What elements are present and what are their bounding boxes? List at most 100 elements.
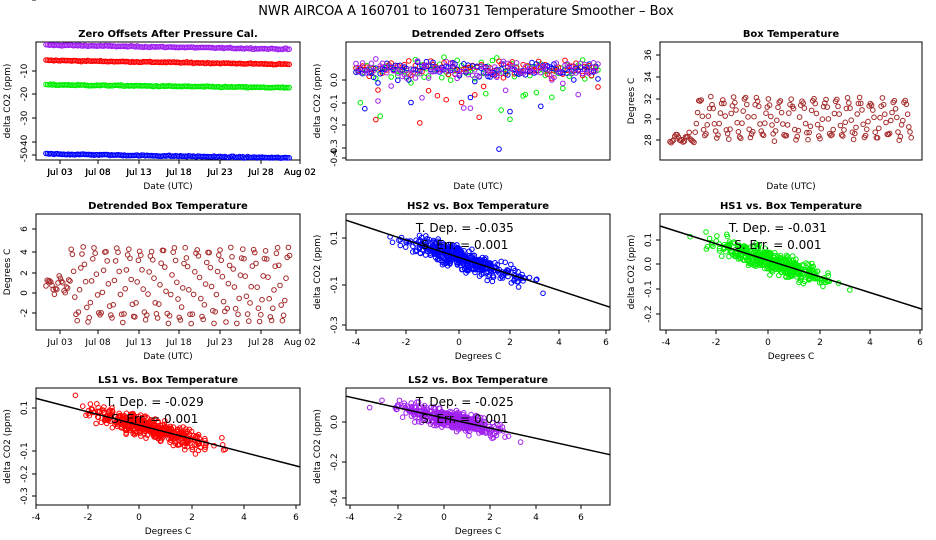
data-point	[408, 400, 415, 406]
data-point	[514, 278, 520, 285]
x-tick-label: -2	[402, 338, 411, 348]
data-point	[249, 263, 256, 269]
x-tick-label: 6	[917, 338, 923, 348]
data-point	[115, 249, 121, 255]
data-point	[481, 415, 487, 421]
data-point	[254, 284, 261, 291]
data-point	[213, 291, 220, 298]
data-point	[168, 425, 174, 432]
data-point	[54, 286, 60, 293]
y-tick-label: 0	[20, 290, 30, 296]
fit-line	[35, 397, 301, 468]
x-tick-label: Jul 08	[84, 168, 110, 178]
data-point	[63, 284, 70, 290]
data-point	[714, 233, 720, 239]
data-point	[505, 433, 512, 440]
y-tick-label: -0.4	[330, 149, 340, 167]
data-point	[797, 277, 804, 284]
data-point	[706, 235, 713, 242]
data-point	[230, 266, 236, 272]
data-point	[819, 116, 826, 122]
data-point	[512, 267, 518, 274]
data-point	[150, 257, 156, 263]
data-point	[805, 136, 811, 143]
data-point	[121, 311, 127, 317]
data-point	[534, 276, 540, 283]
data-point	[207, 264, 214, 271]
data-point	[466, 432, 472, 439]
data-point	[882, 111, 888, 117]
data-point	[158, 260, 164, 267]
data-point	[187, 311, 193, 318]
data-point	[286, 84, 293, 91]
data-point	[195, 447, 202, 454]
data-point	[248, 283, 254, 290]
y-tick-label: -0.2	[330, 116, 340, 134]
data-point	[806, 129, 813, 136]
data-point	[715, 132, 721, 138]
data-point	[132, 415, 139, 422]
plot-frame	[35, 213, 301, 331]
y-tick-label: 0.1	[330, 231, 340, 245]
data-point	[375, 87, 381, 93]
data-point	[719, 253, 725, 260]
data-point	[218, 257, 224, 264]
data-point	[190, 291, 197, 298]
data-point	[595, 84, 601, 90]
data-point	[895, 129, 901, 135]
data-point	[472, 92, 478, 98]
data-point	[81, 261, 88, 268]
data-point	[109, 424, 116, 431]
data-point	[370, 67, 377, 74]
data-point	[817, 135, 823, 142]
data-point	[202, 446, 208, 453]
data-point	[109, 405, 115, 411]
data-point	[464, 425, 471, 432]
data-point	[226, 262, 233, 269]
data-point	[414, 58, 421, 64]
x-tick-label: Aug 02	[284, 168, 316, 178]
data-point	[94, 292, 101, 298]
data-point	[142, 317, 149, 323]
data-point	[830, 126, 837, 133]
data-point	[201, 302, 208, 308]
panel-title: HS1 vs. Box Temperature	[720, 201, 862, 212]
data-point	[270, 305, 276, 312]
plot-frame	[345, 41, 611, 161]
data-point	[454, 75, 461, 82]
data-point	[515, 269, 521, 275]
panel-title: LS2 vs. Box Temperature	[408, 375, 548, 386]
data-point	[900, 117, 906, 124]
data-point	[435, 243, 442, 249]
data-point	[466, 252, 473, 259]
data-point	[93, 271, 100, 278]
data-point	[72, 392, 79, 399]
data-point	[366, 404, 373, 411]
data-point	[560, 85, 566, 92]
data-point	[178, 304, 185, 310]
data-point	[772, 128, 779, 134]
data-point	[515, 284, 522, 290]
x-axis-label: Degrees C	[455, 527, 502, 537]
data-point	[78, 265, 84, 271]
data-point	[160, 247, 167, 254]
data-point	[206, 249, 212, 256]
data-point	[727, 126, 733, 132]
data-point	[823, 279, 829, 286]
data-point	[373, 116, 379, 123]
panel-title: Box Temperature	[743, 29, 840, 40]
data-point	[262, 248, 269, 254]
data-point	[807, 123, 814, 130]
data-point	[370, 74, 377, 81]
data-point	[738, 244, 745, 250]
data-point	[806, 266, 813, 273]
data-point	[443, 58, 450, 65]
data-point	[564, 61, 571, 67]
slope-annotation: T. Dep. = -0.031	[728, 221, 827, 235]
data-point	[505, 72, 511, 78]
scatter-points	[43, 244, 293, 327]
data-point	[84, 304, 90, 311]
data-point	[260, 273, 267, 279]
x-tick-label: 4	[556, 338, 562, 348]
